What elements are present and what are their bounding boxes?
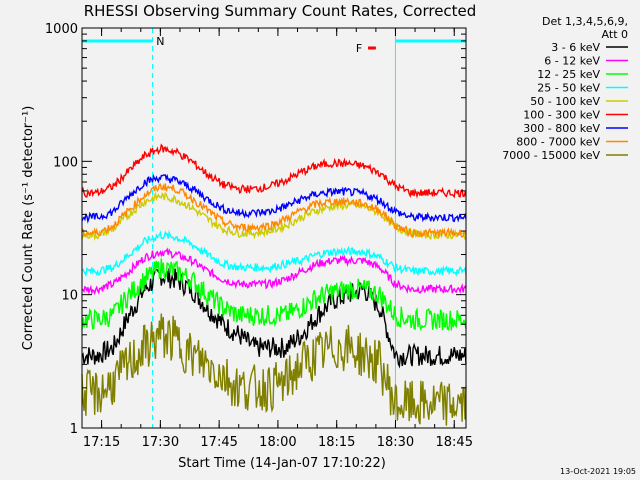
y-tick-label: 1 [70,422,78,437]
legend-entry-label: 100 - 300 keV [523,109,600,122]
x-tick-label: 17:45 [200,435,237,450]
legend-entry-label: 12 - 25 keV [537,68,600,81]
series-line-100-300-kev [81,143,467,199]
plot-frame [81,27,467,429]
legend-entry-label: 25 - 50 keV [537,82,600,95]
legend-entry-label: 7000 - 15000 keV [502,149,600,162]
y-tick-label: 1000 [45,22,78,37]
series-line-12-25-kev [81,258,467,332]
y-axis: 1 10 100 1000 [45,22,466,437]
x-tick-label: 18:15 [318,435,355,450]
x-tick-label: 17:30 [142,435,179,450]
series-line-800-7000-kev [81,183,467,239]
night-flag-label: N [156,35,164,48]
flare-flag-label: F [356,42,362,55]
y-tick-label: 10 [61,289,78,304]
series-line-25-50-kev [81,229,467,278]
series-line-7000-15000-kev [81,313,467,426]
x-tick-label: 18:30 [377,435,414,450]
y-tick-label: 100 [53,155,78,170]
legend-entry-label: 3 - 6 keV [551,41,600,54]
legend-entry-label: 50 - 100 keV [530,95,600,108]
x-tick-label: 18:45 [436,435,473,450]
y-axis-title: Corrected Count Rate (s⁻¹ detector⁻¹) [21,106,36,351]
series-line-6-12-kev [81,247,467,296]
x-tick-label: 18:00 [259,435,296,450]
legend-entry-label: 300 - 800 keV [523,122,600,135]
generated-timestamp: 13-Oct-2021 19:05 [560,467,636,476]
legend-header-line-1: Det 1,3,4,5,6,9, [542,15,628,28]
x-axis-title: Start Time (14-Jan-07 17:10:22) [178,456,386,471]
legend-header-line-2: Att 0 [602,28,628,41]
legend-entry-label: 800 - 7000 keV [516,136,600,149]
legend-entry-label: 6 - 12 keV [544,55,600,68]
plot-area: NF [81,28,467,428]
x-tick-label: 17:15 [83,435,120,450]
x-axis: 17:15 17:30 17:45 18:00 18:15 18:30 18:45 [81,28,473,450]
series-line-300-800-kev [81,173,467,224]
chart-title: RHESSI Observing Summary Count Rates, Co… [84,2,477,20]
